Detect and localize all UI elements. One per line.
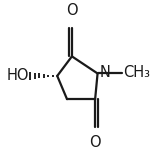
Text: CH₃: CH₃: [123, 65, 150, 80]
Text: O: O: [89, 135, 101, 150]
Text: HO: HO: [7, 68, 29, 83]
Text: N: N: [100, 65, 111, 80]
Text: O: O: [66, 3, 78, 19]
